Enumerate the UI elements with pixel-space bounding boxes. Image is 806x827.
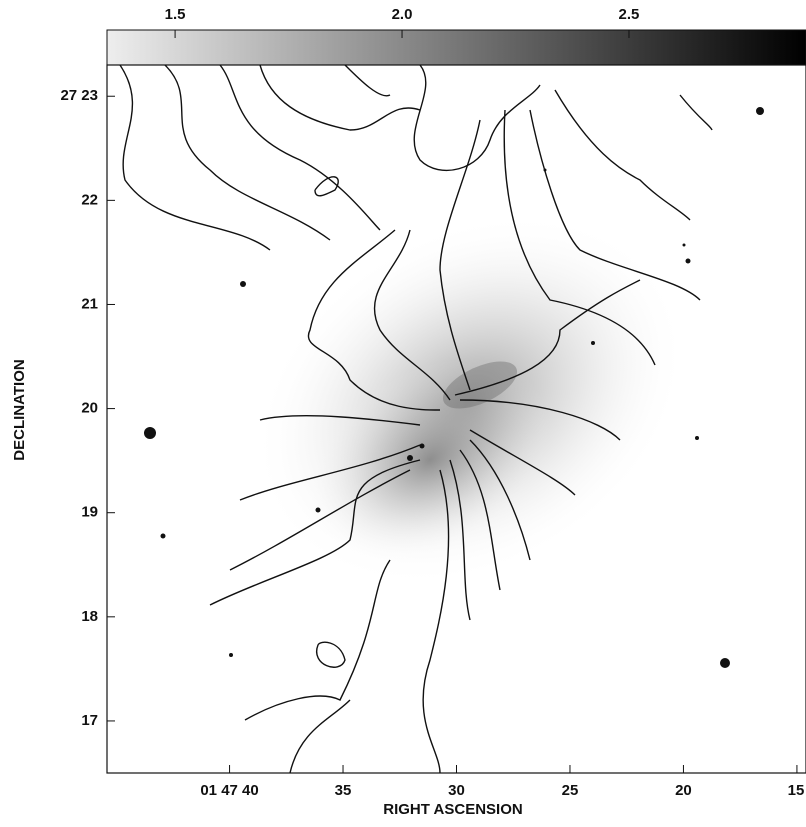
y-tick-label: 27 23 <box>60 87 98 104</box>
colorbar-tick-label: 2.5 <box>619 6 640 23</box>
sky-image <box>107 65 806 773</box>
y-tick-label: 17 <box>81 712 98 729</box>
x-tick-label: 35 <box>335 782 352 799</box>
y-tick-label: 22 <box>81 191 98 208</box>
x-tick-label: 25 <box>562 782 579 799</box>
x-tick-label: 01 47 40 <box>200 782 258 799</box>
x-axis-title: RIGHT ASCENSION <box>383 801 522 818</box>
y-axis-title: DECLINATION <box>11 359 28 460</box>
x-tick-label: 20 <box>675 782 692 799</box>
y-tick-label: 19 <box>81 504 98 521</box>
x-tick-label: 30 <box>448 782 465 799</box>
x-tick-label: 15 <box>788 782 805 799</box>
y-tick-label: 21 <box>81 295 98 312</box>
colorbar-tick-label: 1.5 <box>165 6 186 23</box>
y-tick-label: 18 <box>81 608 98 625</box>
colorbar-tick-label: 2.0 <box>392 6 413 23</box>
colorbar <box>106 29 806 66</box>
y-tick-label: 20 <box>81 400 98 417</box>
